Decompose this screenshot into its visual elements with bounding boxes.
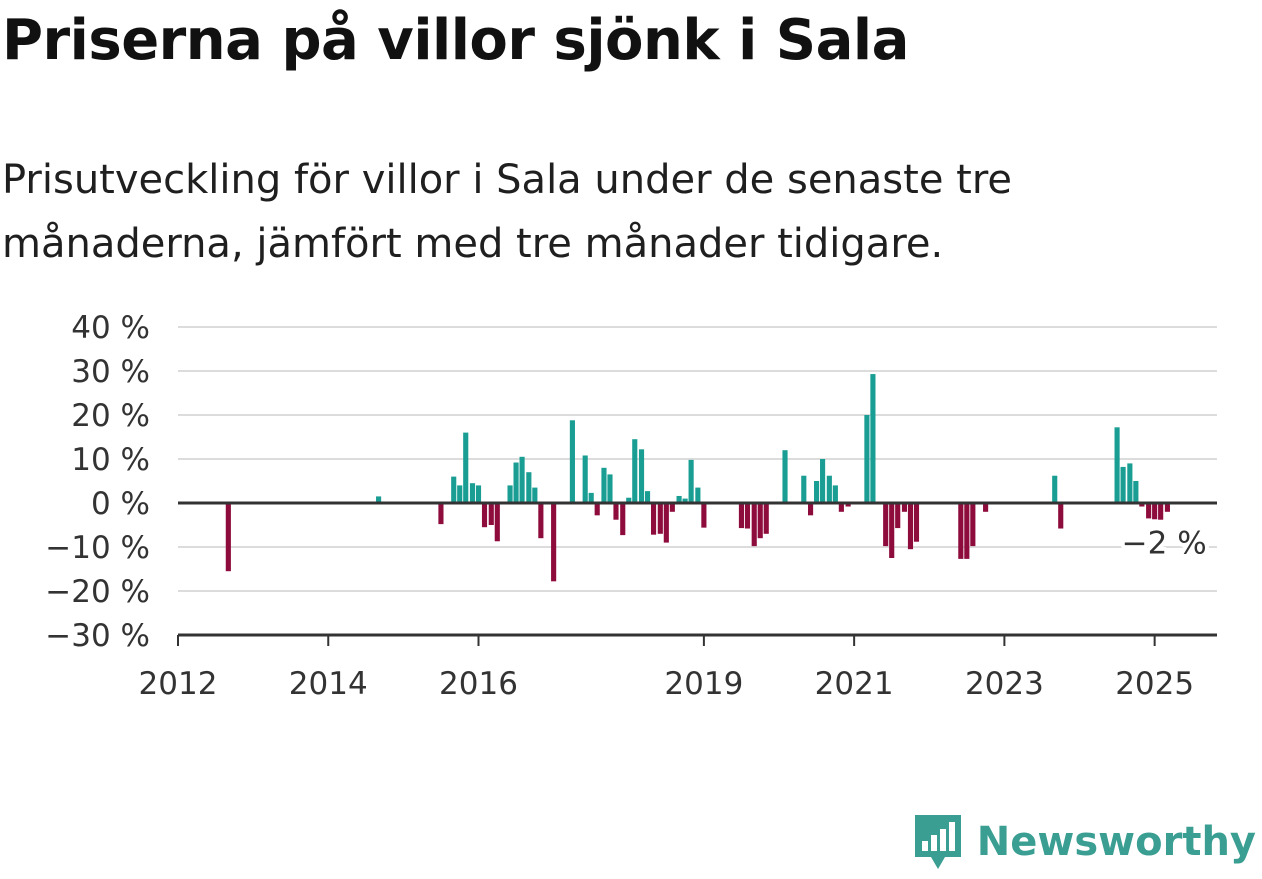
bar [457,485,463,503]
bar [801,475,807,503]
bar [845,503,851,507]
bar [782,450,788,503]
x-tick-label: 2012 [139,666,218,702]
bar [826,475,832,503]
bar [913,503,920,542]
bar [751,503,757,547]
bar [588,492,594,503]
bar [620,503,626,536]
chart-title: Priserna på villor sjönk i Sala [2,8,909,73]
bar [532,487,538,503]
bar [1133,481,1139,503]
bar [463,432,469,503]
newsworthy-logo-icon [914,815,961,869]
bar [838,503,844,512]
bar [695,487,701,503]
bar [870,374,876,503]
bar [1152,503,1158,520]
bar [494,503,500,542]
bar [650,503,657,535]
x-tick-label: 2023 [965,666,1044,702]
x-tick-label: 2021 [815,666,894,702]
bar [763,503,769,534]
x-tick-label: 2025 [1115,666,1194,702]
bar [601,467,607,503]
bar [582,455,588,503]
bar [1146,503,1152,519]
bar [594,503,600,516]
bar [507,485,513,503]
chart-subtitle: Prisutveckling för villor i Sala under d… [2,157,1012,267]
bar [626,497,632,503]
bar [1127,463,1133,503]
bar [682,498,688,503]
bar [1158,503,1164,520]
bar [864,415,870,503]
bar [958,503,964,559]
bar [820,459,826,503]
bar [663,503,669,543]
bar [225,503,231,572]
y-tick-label: 10 % [71,442,150,478]
brand-name: Newsworthy [976,819,1256,865]
bar [569,420,575,503]
bar [1052,475,1058,503]
bar [895,503,901,529]
newsworthy-brand: Newsworthy [913,813,1256,871]
bar [551,503,557,582]
bar [451,476,457,503]
x-tick-label: 2014 [289,666,368,702]
bar [701,503,707,528]
bar [757,503,763,539]
bar [526,472,532,503]
bar [832,485,838,503]
bar [638,449,645,503]
bar [607,474,613,503]
bar [807,503,814,516]
bar [613,503,619,520]
bar [519,456,525,503]
y-tick-label: 40 % [71,310,150,346]
bar [538,503,544,539]
bar [1120,466,1126,503]
bar [1114,427,1120,503]
bar [814,481,820,503]
x-tick-label: 2016 [439,666,518,702]
bar [901,503,908,512]
bar [632,439,638,503]
bar [513,462,519,503]
y-tick-label: −20 % [45,574,150,610]
bar [1139,503,1145,507]
x-tick-label: 2019 [664,666,743,702]
y-tick-label: −30 % [45,618,150,654]
y-tick-label: 0 % [91,486,150,522]
bar [889,503,895,558]
bar [481,503,488,528]
bar [438,503,444,525]
annotation-halo: −2 % [1122,526,1207,562]
bar [983,503,989,512]
y-tick-label: 30 % [71,354,150,390]
bar [907,503,914,550]
bar [657,503,663,534]
bar [644,491,651,503]
bar [970,503,976,547]
bar [376,496,382,503]
bar [964,503,970,559]
latest-value-label: −2 % [1122,526,1207,562]
y-tick-label: 20 % [71,398,150,434]
bar [475,485,482,503]
bar [738,503,745,529]
bar [744,503,751,529]
bar [469,483,476,503]
bar [883,503,889,547]
bar [488,503,494,525]
bar [676,495,682,503]
bar [688,459,694,503]
bar [1058,503,1064,529]
bar [669,503,675,512]
bar [1164,503,1170,512]
bar-chart: −30 % −20 % −10 % 0 % 10 % 20 % 30 % 40 % 2012 20… [45,310,1217,702]
y-tick-label: −10 % [45,530,150,566]
